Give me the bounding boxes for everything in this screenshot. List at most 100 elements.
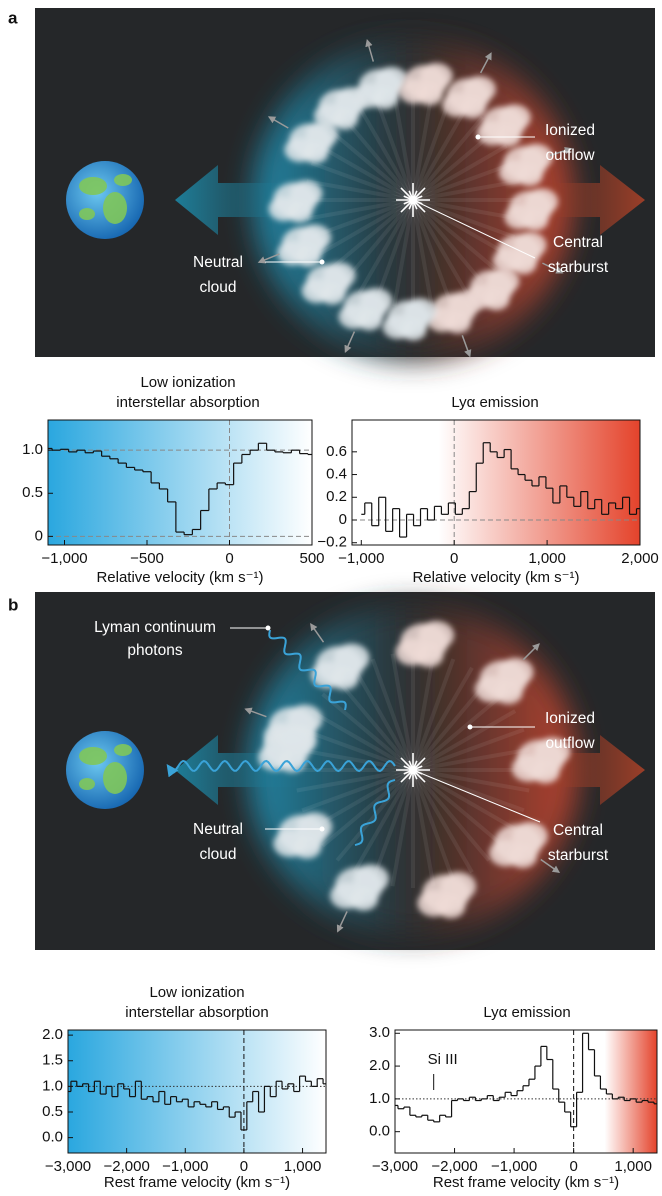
x-tick-label: 0 [225, 550, 233, 567]
cloud-part [531, 761, 560, 784]
cloud-part [372, 88, 398, 109]
earth-land [114, 174, 132, 186]
label: Neutral [193, 821, 243, 838]
y-tick-label: 3.0 [369, 1024, 390, 1041]
x-tick-label: 500 [299, 550, 324, 567]
cloud-part [522, 210, 548, 231]
earth-land [79, 747, 107, 765]
x-tick-label: 0 [569, 1158, 577, 1175]
leader-dot [320, 827, 325, 832]
figure: a b Ionized outflow Neutral cloud Centra… [0, 0, 662, 1196]
chart-title: Low ionization [149, 984, 244, 1001]
label: cloud [199, 279, 236, 296]
y-tick-label: 0.0 [42, 1129, 63, 1146]
label: outflow [545, 147, 595, 164]
x-tick-label: −1,000 [162, 1158, 208, 1175]
label: outflow [545, 735, 595, 752]
label: Central [553, 234, 603, 251]
cloud-part [508, 845, 537, 868]
x-tick-label: −1,000 [41, 550, 87, 567]
label: starburst [548, 847, 609, 864]
x-tick-label: 1,000 [284, 1158, 322, 1175]
cloud-part [460, 97, 486, 118]
label: photons [127, 642, 182, 659]
y-tick-label: 0.0 [369, 1123, 390, 1140]
cloud-part [356, 309, 382, 330]
y-tick-label: 0.6 [326, 443, 347, 460]
cloud-part [494, 681, 523, 704]
cloud-part [415, 644, 444, 667]
cloud-part [293, 836, 322, 859]
y-tick-label: 0 [339, 511, 347, 528]
label: Lyman continuum [94, 619, 216, 636]
y-tick-label: 0.2 [326, 488, 347, 505]
x-tick-label: −1,000 [491, 1158, 537, 1175]
cloud-part [483, 289, 509, 310]
y-tick-label: 1.5 [42, 1052, 63, 1069]
y-tick-label: 0.4 [326, 466, 347, 483]
x-axis-label: Rest frame velocity (km s⁻¹) [433, 1174, 619, 1191]
cloud-part [445, 312, 471, 333]
chart-title: interstellar absorption [125, 1004, 268, 1021]
x-tick-label: −500 [130, 550, 164, 567]
y-tick-label: 1.0 [369, 1090, 390, 1107]
label: Neutral [193, 254, 243, 271]
chart-title: Lyα emission [451, 394, 538, 411]
label: starburst [548, 259, 609, 276]
plot-background [395, 1030, 657, 1153]
y-tick-label: 2.0 [369, 1057, 390, 1074]
chart-title: Lyα emission [483, 1004, 570, 1021]
x-tick-label: 0 [240, 1158, 248, 1175]
leader-dot [476, 135, 481, 140]
x-axis-label: Rest frame velocity (km s⁻¹) [104, 1174, 290, 1191]
label: Ionized [545, 122, 595, 139]
x-tick-label: −2,000 [103, 1158, 149, 1175]
x-tick-label: −1,000 [338, 550, 384, 567]
plot-background [352, 420, 640, 545]
y-tick-label: 0.5 [22, 484, 43, 501]
annotation: Si III [428, 1051, 458, 1068]
x-tick-label: −3,000 [372, 1158, 418, 1175]
cloud-part [495, 126, 521, 147]
leader-dot [266, 626, 271, 631]
earth-land [103, 192, 127, 224]
plot-background [48, 420, 312, 545]
cloud-part [516, 165, 542, 186]
y-tick-label: 0 [35, 527, 43, 544]
cloud-part [302, 143, 328, 164]
cloud-part [400, 319, 426, 340]
cloud-part [332, 109, 358, 130]
panel-label: a [8, 8, 18, 27]
x-tick-label: 0 [450, 550, 458, 567]
panel-label: b [8, 595, 18, 614]
cloud-part [295, 246, 321, 267]
cloud-part [349, 888, 378, 911]
earth-land [114, 744, 132, 756]
cloud-part [417, 84, 443, 105]
chart: −1,000 −500 0 500 0 0.5 1.0 Low ionization inter… [22, 374, 324, 586]
leader-dot [468, 725, 473, 730]
y-tick-label: 1.0 [42, 1077, 63, 1094]
leader-dot [320, 260, 325, 265]
earth-land [79, 208, 95, 220]
cloud-part [277, 749, 306, 772]
chart-title: interstellar absorption [116, 394, 259, 411]
chart: −1,000 0 1,000 2,000 −0.2 0 0.2 0.4 0.6 Lyα emiss… [317, 394, 658, 586]
label: Ionized [545, 710, 595, 727]
illustration-a [35, 8, 655, 360]
y-tick-label: 1.0 [22, 441, 43, 458]
y-tick-label: 2.0 [42, 1026, 63, 1043]
y-tick-label: −0.2 [317, 534, 347, 551]
x-tick-label: 1,000 [614, 1158, 652, 1175]
chart-title: Low ionization [140, 374, 235, 391]
cloud-part [330, 667, 359, 690]
cloud-part [286, 202, 312, 223]
y-tick-label: 0.5 [42, 1103, 63, 1120]
x-axis-label: Relative velocity (km s⁻¹) [96, 569, 263, 586]
x-tick-label: 1,000 [528, 550, 566, 567]
x-axis-label: Relative velocity (km s⁻¹) [412, 569, 579, 586]
label: Central [553, 822, 603, 839]
x-tick-label: 2,000 [621, 550, 659, 567]
x-tick-label: −2,000 [431, 1158, 477, 1175]
earth-land [79, 177, 107, 195]
